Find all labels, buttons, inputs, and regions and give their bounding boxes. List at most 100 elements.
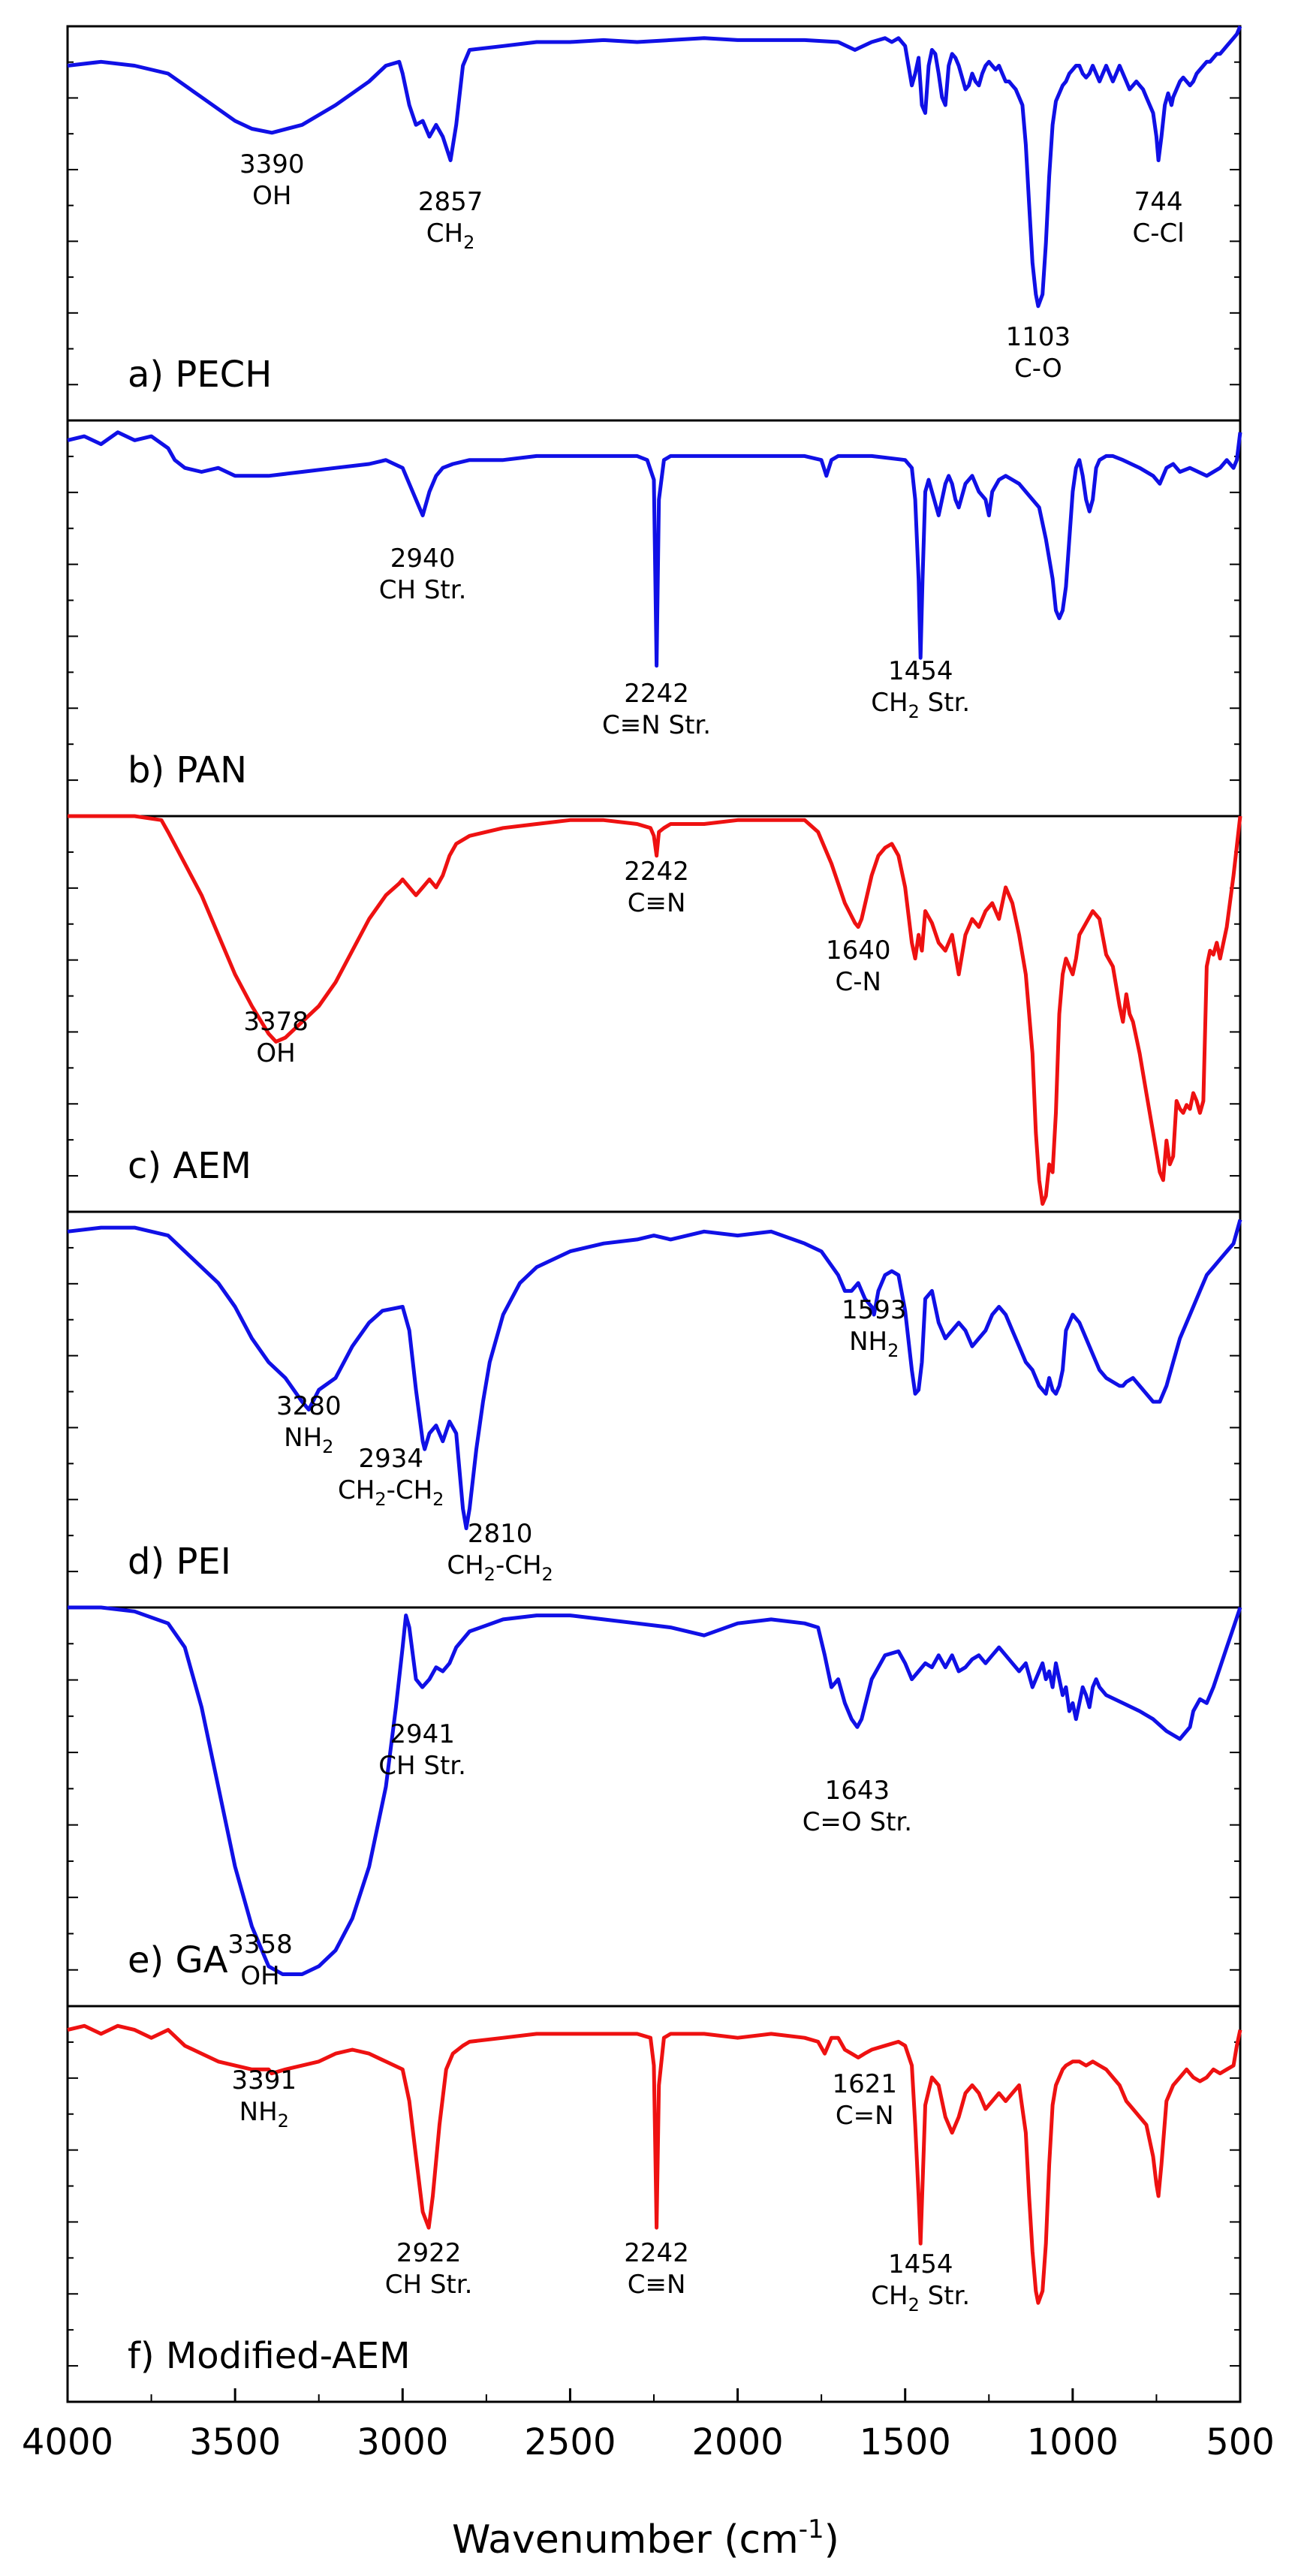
peak-wavenumber: 2922 [396,2238,462,2268]
panel-label: a) PECH [128,354,272,396]
panel-frame [66,1210,1242,1609]
peak-wavenumber: 2242 [624,679,689,709]
peak-assignment: C=N [836,2101,894,2131]
peak-assignment: C-O [1014,354,1062,384]
peak-wavenumber: 3280 [276,1391,342,1421]
peak-assignment: CH2 [426,218,475,253]
peak-assignment: CH Str. [385,2270,473,2300]
spectrum-line [68,814,1242,1206]
panel-label: e) GA [128,1939,228,1981]
peak-assignment: CH Str. [379,575,467,605]
panel-label: b) PAN [128,749,247,791]
spectrum-line [67,2023,1242,2305]
peak-assignment: CH2 Str. [871,688,970,722]
x-tick-label: 500 [1206,2421,1275,2463]
peak-assignment: OH [256,1038,295,1068]
peak-wavenumber: 744 [1134,187,1183,217]
peak-wavenumber: 1640 [826,935,891,966]
peak-wavenumber: 2940 [390,544,456,574]
peak-assignment: C≡N [628,2270,686,2300]
panel-label: d) PEI [128,1541,231,1583]
spectrum-line [67,430,1242,668]
spectrum-line [68,1605,1242,1976]
peak-assignment: NH2 [849,1327,899,1361]
peak-assignment: C-Cl [1133,218,1185,249]
panel-label: f) Modified-AEM [128,2335,411,2377]
x-tick-label: 4000 [22,2421,113,2463]
peak-wavenumber: 2242 [624,857,689,887]
x-tick-label: 1000 [1027,2421,1119,2463]
x-tick-label: 3500 [189,2421,281,2463]
peak-wavenumber: 1103 [1006,322,1071,352]
x-axis-label-superscript: -1 [799,2514,824,2544]
peak-assignment: CH Str. [378,1751,466,1781]
peak-wavenumber: 1621 [832,2069,897,2099]
peak-wavenumber: 3358 [227,1930,293,1960]
peak-assignment: C-N [836,967,881,997]
peak-wavenumber: 1593 [842,1295,907,1325]
peak-wavenumber: 2857 [418,187,483,217]
x-tick-label: 3000 [357,2421,448,2463]
peak-assignment: C≡N [628,888,686,918]
x-tick-label: 2500 [524,2421,616,2463]
x-axis-label: Wavenumber (cm-1) [452,2514,839,2562]
peak-wavenumber: 1454 [888,656,953,686]
peak-assignment: NH2 [239,2097,289,2132]
spectrum-line [67,1219,1242,1531]
peak-wavenumber: 1454 [888,2249,953,2279]
peak-assignment: C≡N Str. [602,710,711,740]
peak-wavenumber: 2810 [468,1519,533,1549]
peak-assignment: CH2 Str. [871,2281,970,2315]
x-tick-label: 2000 [691,2421,783,2463]
peak-wavenumber: 3378 [243,1007,309,1037]
peak-assignment: CH2-CH2 [338,1475,444,1510]
panel-label: c) AEM [128,1145,251,1187]
spectrum-line [67,26,1242,309]
peak-assignment: OH [240,1961,279,1991]
peak-assignment: CH2-CH2 [447,1550,553,1585]
peak-assignment: NH2 [284,1423,333,1457]
x-axis: 4000 3500 3000 2500 2000 1500 1000 500 [22,2388,1275,2463]
peak-wavenumber: 2941 [390,1719,455,1749]
peak-assignment: C=O Str. [803,1807,912,1837]
peak-wavenumber: 3390 [239,149,305,179]
x-axis-label-text: Wavenumber (cm [452,2517,799,2562]
peak-wavenumber: 1643 [825,1776,890,1806]
x-tick-label: 1500 [860,2421,951,2463]
peak-wavenumber: 3391 [232,2065,297,2095]
peak-wavenumber: 2242 [624,2238,689,2268]
peak-assignment: OH [252,181,291,211]
peak-wavenumber: 2934 [358,1444,423,1474]
x-axis-label-closing: ) [824,2517,839,2562]
